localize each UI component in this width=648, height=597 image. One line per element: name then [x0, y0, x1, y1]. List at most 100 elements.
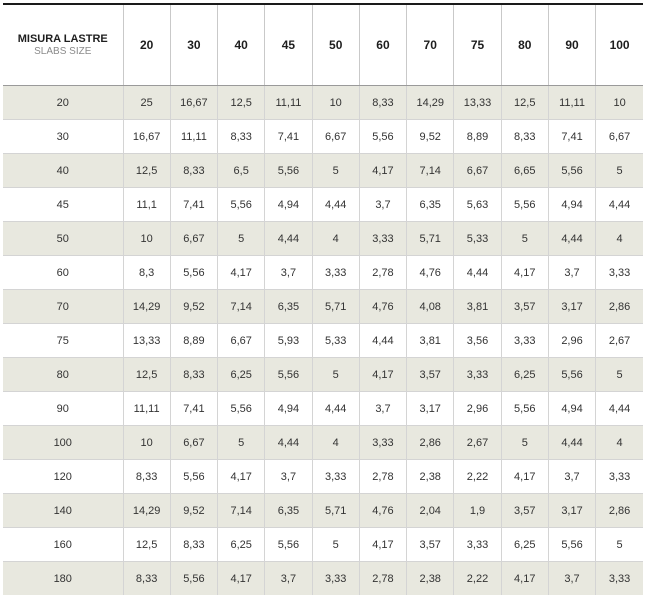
table-cell: 4,44 [595, 187, 643, 222]
table-row: 75 13,33 8,89 6,67 5,93 5,33 4,44 3,81 3,56 3,33 2… [3, 323, 643, 358]
table-cell: 6,35 [264, 493, 313, 528]
column-header: 20 [123, 3, 171, 86]
table-row: 45 11,1 7,41 5,56 4,94 4,44 3,7 6,35 5,63 5,56 4,9… [3, 187, 643, 222]
table-cell: 11,1 [123, 187, 171, 222]
table-cell: 5 [217, 221, 266, 256]
table-cell: 7,41 [170, 391, 219, 426]
row-header: 90 [3, 391, 124, 426]
table-cell: 8,89 [170, 323, 219, 358]
table-cell: 6,35 [264, 289, 313, 324]
table-cell: 12,5 [501, 85, 549, 120]
table-cell: 5 [595, 357, 643, 392]
table-cell: 4,94 [264, 187, 313, 222]
table-cell: 6,67 [312, 119, 360, 154]
table-cell: 5,56 [170, 459, 219, 494]
table-cell: 5,56 [217, 391, 266, 426]
table-cell: 5,56 [501, 187, 549, 222]
row-header: 40 [3, 153, 124, 188]
table-cell: 4,08 [406, 289, 455, 324]
table-cell: 5,63 [453, 187, 502, 222]
table-cell: 5,56 [359, 119, 408, 154]
table-cell: 14,29 [123, 289, 171, 324]
table-cell: 3,7 [264, 255, 313, 290]
table-cell: 4,17 [359, 153, 408, 188]
table-cell: 4,17 [217, 561, 266, 595]
table-cell: 12,5 [217, 85, 266, 120]
row-header: 45 [3, 187, 124, 222]
table-cell: 6,25 [501, 527, 549, 562]
corner-subtitle: SLABS SIZE [34, 45, 92, 57]
table-cell: 8,33 [170, 153, 219, 188]
table-row: 20 25 16,67 12,5 11,11 10 8,33 14,29 13,33 12,5 11… [3, 85, 643, 120]
column-header: 30 [170, 3, 219, 86]
table-cell: 12,5 [123, 153, 171, 188]
table-cell: 8,33 [123, 459, 171, 494]
table-cell: 3,57 [501, 289, 549, 324]
table-cell: 5,71 [312, 289, 360, 324]
table-cell: 4,44 [548, 221, 597, 256]
table-cell: 13,33 [453, 85, 502, 120]
table-cell: 2,96 [548, 323, 597, 358]
table-cell: 11,11 [264, 85, 313, 120]
row-header: 120 [3, 459, 124, 494]
table-cell: 6,25 [217, 527, 266, 562]
table-cell: 4,17 [501, 561, 549, 595]
table-cell: 6,35 [406, 187, 455, 222]
column-header: 75 [453, 3, 502, 86]
table-cell: 4,17 [359, 357, 408, 392]
table-cell: 6,67 [170, 221, 219, 256]
table-cell: 5 [595, 527, 643, 562]
table-cell: 4,76 [359, 289, 408, 324]
column-header: 45 [264, 3, 313, 86]
table-cell: 2,86 [595, 493, 643, 528]
table-cell: 10 [123, 221, 171, 256]
table-cell: 4,76 [359, 493, 408, 528]
table-cell: 4 [312, 221, 360, 256]
table-cell: 1,9 [453, 493, 502, 528]
table-cell: 3,57 [501, 493, 549, 528]
table-row: 30 16,67 11,11 8,33 7,41 6,67 5,56 9,52 8,89 8,33… [3, 119, 643, 154]
table-cell: 3,81 [406, 323, 455, 358]
corner-header: MISURA LASTRE SLABS SIZE [3, 3, 124, 86]
table-cell: 8,33 [359, 85, 408, 120]
table-cell: 11,11 [170, 119, 219, 154]
table-cell: 3,7 [359, 187, 408, 222]
table-cell: 3,17 [548, 493, 597, 528]
table-cell: 10 [595, 85, 643, 120]
table-cell: 5 [501, 221, 549, 256]
table-cell: 2,78 [359, 561, 408, 595]
table-cell: 6,67 [217, 323, 266, 358]
table-cell: 5,56 [217, 187, 266, 222]
table-cell: 5 [312, 357, 360, 392]
slab-size-table: MISURA LASTRE SLABS SIZE 20 30 40 45 50 60 70 7… [3, 3, 643, 595]
table-cell: 5,56 [501, 391, 549, 426]
table-row: 40 12,5 8,33 6,5 5,56 5 4,17 7,14 6,67 6,65 5,56 5 [3, 153, 643, 188]
table-cell: 14,29 [123, 493, 171, 528]
table-cell: 2,38 [406, 459, 455, 494]
table-cell: 3,81 [453, 289, 502, 324]
column-header: 80 [501, 3, 549, 86]
table-cell: 3,7 [548, 459, 597, 494]
table-cell: 3,33 [453, 357, 502, 392]
table-cell: 3,33 [359, 221, 408, 256]
table-row: 50 10 6,67 5 4,44 4 3,33 5,71 5,33 5 4,44 4 [3, 221, 643, 256]
column-header: 100 [595, 3, 643, 86]
table-cell: 4,44 [595, 391, 643, 426]
table-cell: 4,17 [217, 255, 266, 290]
table-cell: 3,17 [406, 391, 455, 426]
table-cell: 4,94 [264, 391, 313, 426]
table-cell: 9,52 [170, 493, 219, 528]
table-cell: 5 [217, 425, 266, 460]
table-cell: 4,44 [264, 221, 313, 256]
table-cell: 7,41 [170, 187, 219, 222]
table-cell: 12,5 [123, 527, 171, 562]
table-cell: 2,67 [595, 323, 643, 358]
table-cell: 4 [595, 425, 643, 460]
table-cell: 4,44 [264, 425, 313, 460]
table-cell: 7,14 [406, 153, 455, 188]
column-header: 90 [548, 3, 597, 86]
table-cell: 2,78 [359, 459, 408, 494]
table-cell: 8,33 [170, 357, 219, 392]
table-cell: 2,86 [406, 425, 455, 460]
table-cell: 4,17 [359, 527, 408, 562]
